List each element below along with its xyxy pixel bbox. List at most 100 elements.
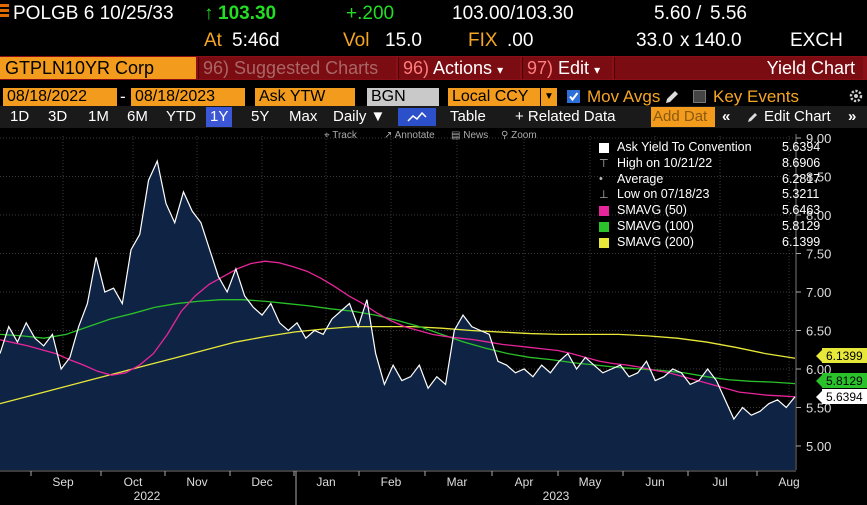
y-tick-label: 5.00: [806, 439, 831, 454]
legend-value: 5.8129: [782, 219, 821, 233]
x-tick-label: Feb: [381, 475, 402, 489]
legend-swatch: [599, 206, 609, 217]
source-field[interactable]: BGN: [367, 88, 439, 106]
legend-value: 5.6463: [782, 203, 821, 218]
value-tag-label: 5.8129: [826, 374, 863, 388]
bid-ask: 103.00/103.30: [452, 3, 574, 24]
table-button[interactable]: Table: [450, 108, 486, 125]
date-separator: -: [120, 87, 126, 106]
annotate-tool[interactable]: ↗ Annotate: [384, 130, 435, 141]
y-tick-label: 7.50: [806, 247, 831, 262]
period-tab-1m[interactable]: 1M: [88, 108, 109, 125]
price-change: +.200: [346, 3, 395, 24]
last-price: 103.30: [218, 3, 277, 24]
legend-swatch: [599, 222, 609, 232]
end-date-field[interactable]: 08/18/2023: [131, 88, 245, 106]
y-axis: 9.008.508.007.507.006.506.005.505.00: [795, 131, 831, 470]
key-events-checkbox[interactable]: [693, 90, 706, 103]
value-tag-label: 6.1399: [826, 349, 863, 363]
quote-time: 5:46d: [232, 30, 280, 51]
legend-label: SMAVG (100): [617, 219, 694, 233]
right-value-tags: 6.1399 5.8129 5.6394: [816, 348, 867, 404]
period-tab-max[interactable]: Max: [289, 108, 318, 125]
gear-icon[interactable]: [848, 88, 864, 104]
value-tag-label: 5.6394: [826, 390, 863, 404]
suggested-charts-button[interactable]: 96) Suggested Charts: [198, 57, 396, 79]
chevron-down-icon[interactable]: ▼: [541, 88, 557, 106]
x-axis: Sep Oct Nov Dec Jan Feb Mar Apr May Jun Jul Aug 2022…: [0, 470, 800, 505]
year-label: 2022: [134, 489, 161, 503]
time-label: At: [204, 30, 222, 51]
actions-button[interactable]: 96) Actions ▾: [398, 57, 520, 79]
yield-chart[interactable]: 9.008.508.007.507.006.506.005.505.00 Sep…: [0, 128, 867, 505]
value-tag-pointer: [816, 350, 822, 362]
yield-field-select[interactable]: Ask YTW: [255, 88, 355, 106]
legend-value: 5.3211: [782, 187, 820, 202]
news-tool[interactable]: ▤ News: [451, 130, 489, 141]
yield-bid: 5.60: [654, 3, 691, 24]
avg-marker-icon: •: [599, 172, 603, 185]
price-line: [0, 159, 796, 421]
period-tab-6m[interactable]: 6M: [127, 108, 148, 125]
period-tab-3d[interactable]: 3D: [48, 108, 68, 125]
y-tick-label: 5.50: [806, 401, 831, 416]
period-tab-ytd[interactable]: YTD: [166, 108, 196, 125]
last-price-arrow-icon: ↑: [204, 3, 214, 24]
y-tick-label: 7.00: [806, 285, 831, 300]
menu-bars-icon[interactable]: [0, 2, 9, 24]
fix-value: .00: [507, 30, 534, 51]
legend-value: 8.6906: [782, 155, 821, 170]
add-data-field[interactable]: Add Dat: [651, 107, 715, 127]
start-date-field[interactable]: 08/18/2022: [3, 88, 117, 106]
key-events-label: Key Events: [713, 87, 799, 106]
yield-ask: 5.56: [710, 3, 747, 24]
x-tick-label: Jul: [712, 475, 727, 489]
period-tab-5y[interactable]: 5Y: [251, 108, 270, 125]
quote-panel: POLGB 6 10/25/33 ↑ 103.30 +.200 103.00/1…: [0, 0, 867, 56]
legend-label: High on 10/21/22: [617, 155, 713, 170]
ticker-field[interactable]: GTPLN10YR Corp: [0, 57, 196, 79]
pencil-icon[interactable]: [663, 88, 681, 106]
value-tag: [822, 348, 867, 363]
y-tick-label: 9.00: [806, 131, 831, 146]
caret-down-icon: ▾: [497, 63, 504, 77]
legend-label: Average: [617, 171, 664, 186]
size-sep: x: [680, 30, 690, 51]
x-tick-label: Jun: [645, 475, 664, 489]
x-tick-label: Mar: [447, 475, 468, 489]
price-area: [0, 161, 795, 470]
value-tag: [822, 373, 867, 388]
x-tick-label: Jan: [316, 475, 335, 489]
legend-label: Low on 07/18/23: [617, 187, 710, 202]
mov-avgs-checkbox[interactable]: [567, 90, 580, 103]
sma50-line: [0, 260, 796, 398]
frequency-select[interactable]: Daily ▼: [333, 108, 386, 125]
y-tick-label: 8.50: [806, 170, 831, 185]
sma100-line: [0, 299, 796, 385]
value-tag-pointer: [816, 391, 822, 403]
pencil-icon[interactable]: [746, 110, 760, 124]
period-tab-1d[interactable]: 1D: [10, 108, 30, 125]
security-name: POLGB 6 10/25/33: [13, 3, 174, 24]
period-tab-1y[interactable]: 1Y: [206, 107, 233, 127]
track-tool[interactable]: ⌖ Track: [324, 130, 357, 141]
zoom-tool[interactable]: ⚲ Zoom: [501, 130, 537, 141]
edit-button[interactable]: 97) Edit ▾: [522, 57, 612, 79]
legend-swatch: [599, 237, 609, 248]
legend-label: SMAVG (50): [617, 203, 687, 218]
collapse-right-icon[interactable]: »: [848, 108, 857, 125]
legend-label: Ask Yield To Convention: [617, 140, 752, 154]
x-tick-label: Nov: [186, 475, 207, 489]
volume: 15.0: [385, 30, 422, 51]
legend-swatch: [599, 143, 609, 153]
fix-label: FIX: [468, 30, 498, 51]
currency-select[interactable]: Local CCY: [448, 88, 540, 106]
x-tick-label: Dec: [251, 475, 272, 489]
size-ask: 140.0: [694, 30, 742, 51]
value-tag: [822, 389, 867, 404]
low-marker-icon: ⊥: [599, 189, 609, 202]
line-chart-icon[interactable]: [398, 108, 436, 126]
edit-chart-button[interactable]: Edit Chart: [764, 108, 831, 125]
collapse-left-icon[interactable]: «: [722, 108, 731, 125]
related-data-button[interactable]: + Related Data: [515, 108, 616, 125]
